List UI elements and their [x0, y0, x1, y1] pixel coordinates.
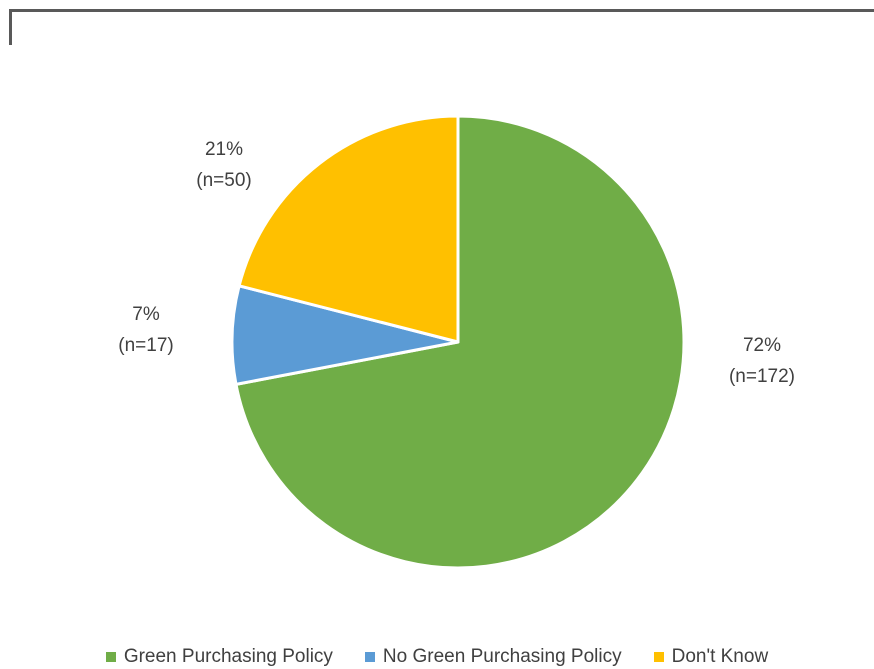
- pie-slice-green-purchasing-policy: [234, 114, 686, 570]
- legend-swatch-yellow: [653, 652, 664, 662]
- data-label-percent: 72%: [743, 335, 781, 356]
- pie-chart: 72% (n=172) 7% (n=17) 21% (n=50): [118, 114, 795, 570]
- legend-item-no-green-purchasing-policy: No Green Purchasing Policy: [364, 646, 622, 668]
- legend-label: Don't Know: [671, 646, 769, 667]
- pie-slices: [230, 114, 686, 570]
- frame-border-top: [9, 9, 874, 12]
- chart-legend: Green Purchasing Policy No Green Purchas…: [0, 645, 874, 669]
- legend-swatch-blue: [364, 652, 375, 662]
- data-label-percent: 7%: [132, 304, 160, 325]
- pie-data-labels: 72% (n=172) 7% (n=17) 21% (n=50): [118, 139, 795, 387]
- legend-label: Green Purchasing Policy: [123, 646, 333, 667]
- data-label-count: (n=50): [196, 170, 251, 191]
- frame-border-left: [9, 9, 12, 45]
- legend-item-dont-know: Don't Know: [653, 646, 769, 668]
- legend-swatch-green: [105, 652, 116, 662]
- legend-item-green-purchasing-policy: Green Purchasing Policy: [105, 646, 333, 668]
- data-label-count: (n=17): [118, 335, 173, 356]
- data-label-count: (n=172): [729, 366, 795, 387]
- pie-slice-don-t-know: [237, 114, 460, 344]
- data-label-percent: 21%: [205, 139, 243, 160]
- legend-label: No Green Purchasing Policy: [382, 646, 622, 667]
